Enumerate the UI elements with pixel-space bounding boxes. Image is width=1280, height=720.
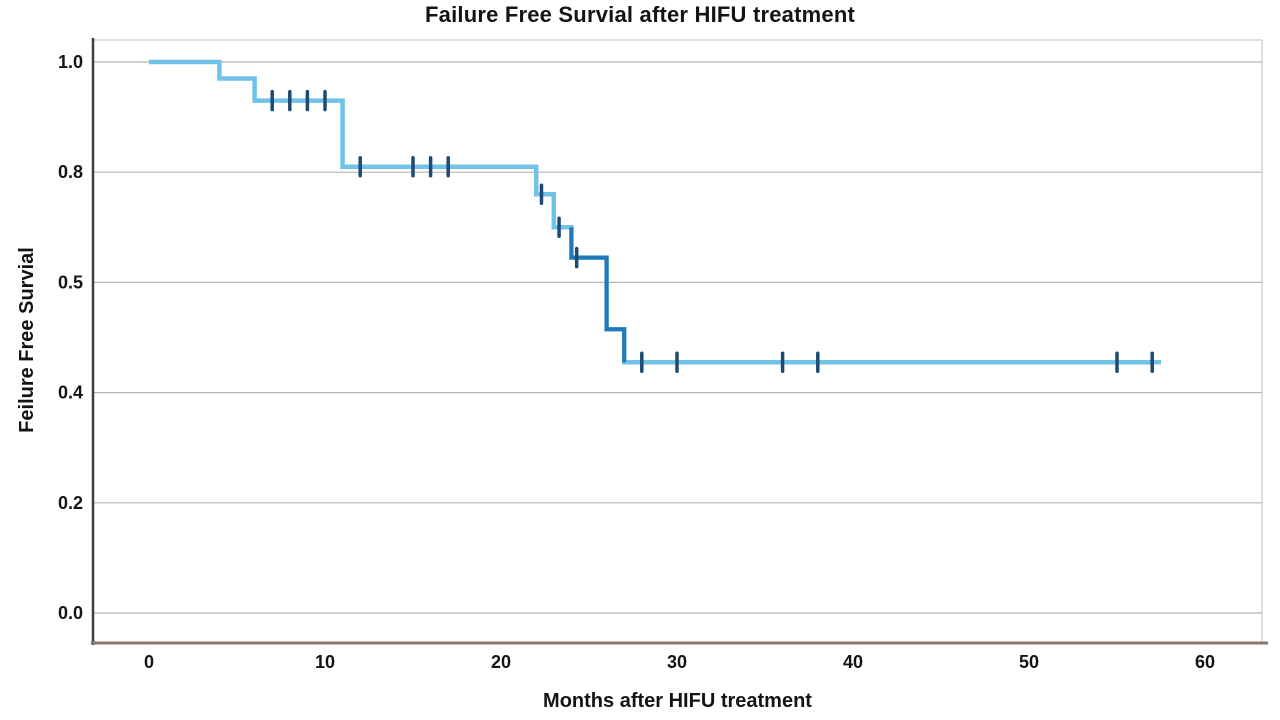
x-tick-label-3: 30 xyxy=(667,652,687,672)
y-tick-label-3: 0.4 xyxy=(58,383,83,403)
x-tick-label-6: 60 xyxy=(1195,652,1215,672)
chart-title: Failure Free Survial after HIFU treatmen… xyxy=(425,2,855,27)
x-tick-label-0: 0 xyxy=(144,652,154,672)
x-tick-label-4: 40 xyxy=(843,652,863,672)
y-tick-label-4: 0.2 xyxy=(58,493,83,513)
x-axis-label: Months after HIFU treatment xyxy=(543,690,812,712)
x-tick-label-1: 10 xyxy=(315,652,335,672)
y-tick-label-1: 0.8 xyxy=(58,162,83,182)
x-tick-label-5: 50 xyxy=(1019,652,1039,672)
survival-step-curve-dark-segment xyxy=(569,227,627,363)
y-tick-label-2: 0.5 xyxy=(58,272,83,292)
x-tick-label-2: 20 xyxy=(491,652,511,672)
y-tick-label-5: 0.0 xyxy=(58,603,83,623)
y-tick-label-0: 1.0 xyxy=(58,52,83,72)
survival-step-curve xyxy=(149,59,1161,365)
